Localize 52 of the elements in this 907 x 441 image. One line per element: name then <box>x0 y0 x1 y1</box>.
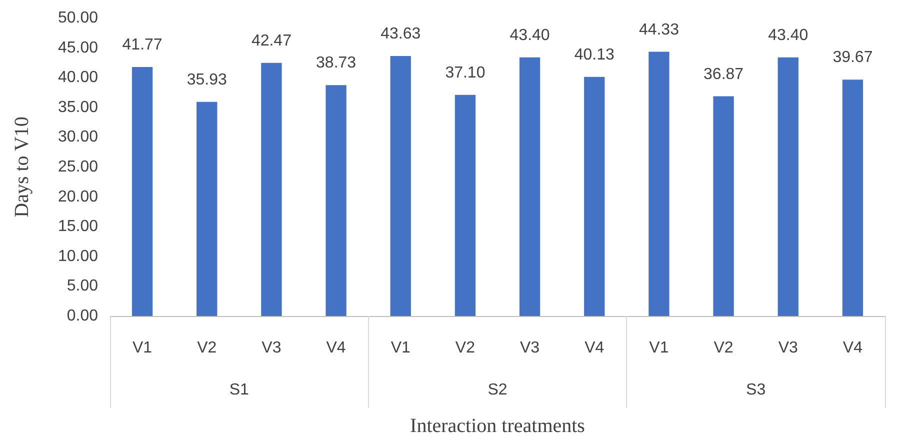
bar <box>326 85 346 316</box>
data-label: 41.77 <box>122 36 162 54</box>
bar <box>390 56 411 316</box>
bar <box>519 57 540 316</box>
data-label: 35.93 <box>186 71 227 88</box>
x-tick-label: V3 <box>520 340 540 356</box>
data-label: 38.73 <box>316 54 356 72</box>
data-label: 37.10 <box>445 64 486 82</box>
y-tick-label: 15.00 <box>58 218 98 236</box>
x-tick-label: V3 <box>262 340 282 356</box>
bar <box>648 52 670 316</box>
data-label: 40.13 <box>574 46 614 64</box>
x-tick-label: V2 <box>714 340 734 356</box>
text: S2 <box>488 382 508 398</box>
y-tick-label: 40.00 <box>58 69 98 86</box>
y-tick-label: 25.00 <box>58 158 98 176</box>
x-tick-label: V2 <box>455 340 476 356</box>
bar <box>196 102 218 316</box>
bar <box>261 62 282 316</box>
bar <box>778 57 798 316</box>
bar <box>454 94 476 316</box>
x-axis-title: Interaction treatments <box>410 415 586 437</box>
x-tick-label: V1 <box>649 340 669 356</box>
y-tick-label: 30.00 <box>58 128 98 146</box>
x-tick-label: V4 <box>326 340 346 356</box>
data-label: 36.87 <box>704 66 744 83</box>
y-tick-label: 0.00 <box>66 308 98 324</box>
x-tick-label: V4 <box>842 340 863 356</box>
data-label: 39.67 <box>832 49 873 66</box>
bar <box>842 80 864 316</box>
data-label: 44.33 <box>638 21 680 38</box>
x-tick-label: V3 <box>778 340 798 356</box>
x-tick-label: V1 <box>390 340 411 356</box>
y-tick-label: 45.00 <box>58 39 98 56</box>
text: S1 <box>229 382 250 398</box>
y-tick-label: 50.00 <box>58 10 98 26</box>
bar <box>132 67 153 316</box>
x-tick-label: V2 <box>197 340 217 356</box>
y-tick-label: 20.00 <box>58 188 98 206</box>
bar <box>584 76 605 316</box>
data-label: 43.40 <box>510 26 550 44</box>
text: S3 <box>746 382 766 398</box>
y-tick-label: 10.00 <box>58 248 98 265</box>
bar <box>713 96 734 316</box>
y-tick-label: 5.00 <box>66 278 98 295</box>
y-tick-label: 35.00 <box>58 98 98 116</box>
x-tick-label: V4 <box>584 340 604 356</box>
data-label: 43.40 <box>768 26 808 44</box>
data-label: 43.63 <box>380 25 421 42</box>
y-axis-title: Days to V10 <box>11 116 33 218</box>
x-tick-label: V1 <box>132 340 152 356</box>
data-label: 42.47 <box>251 32 292 50</box>
